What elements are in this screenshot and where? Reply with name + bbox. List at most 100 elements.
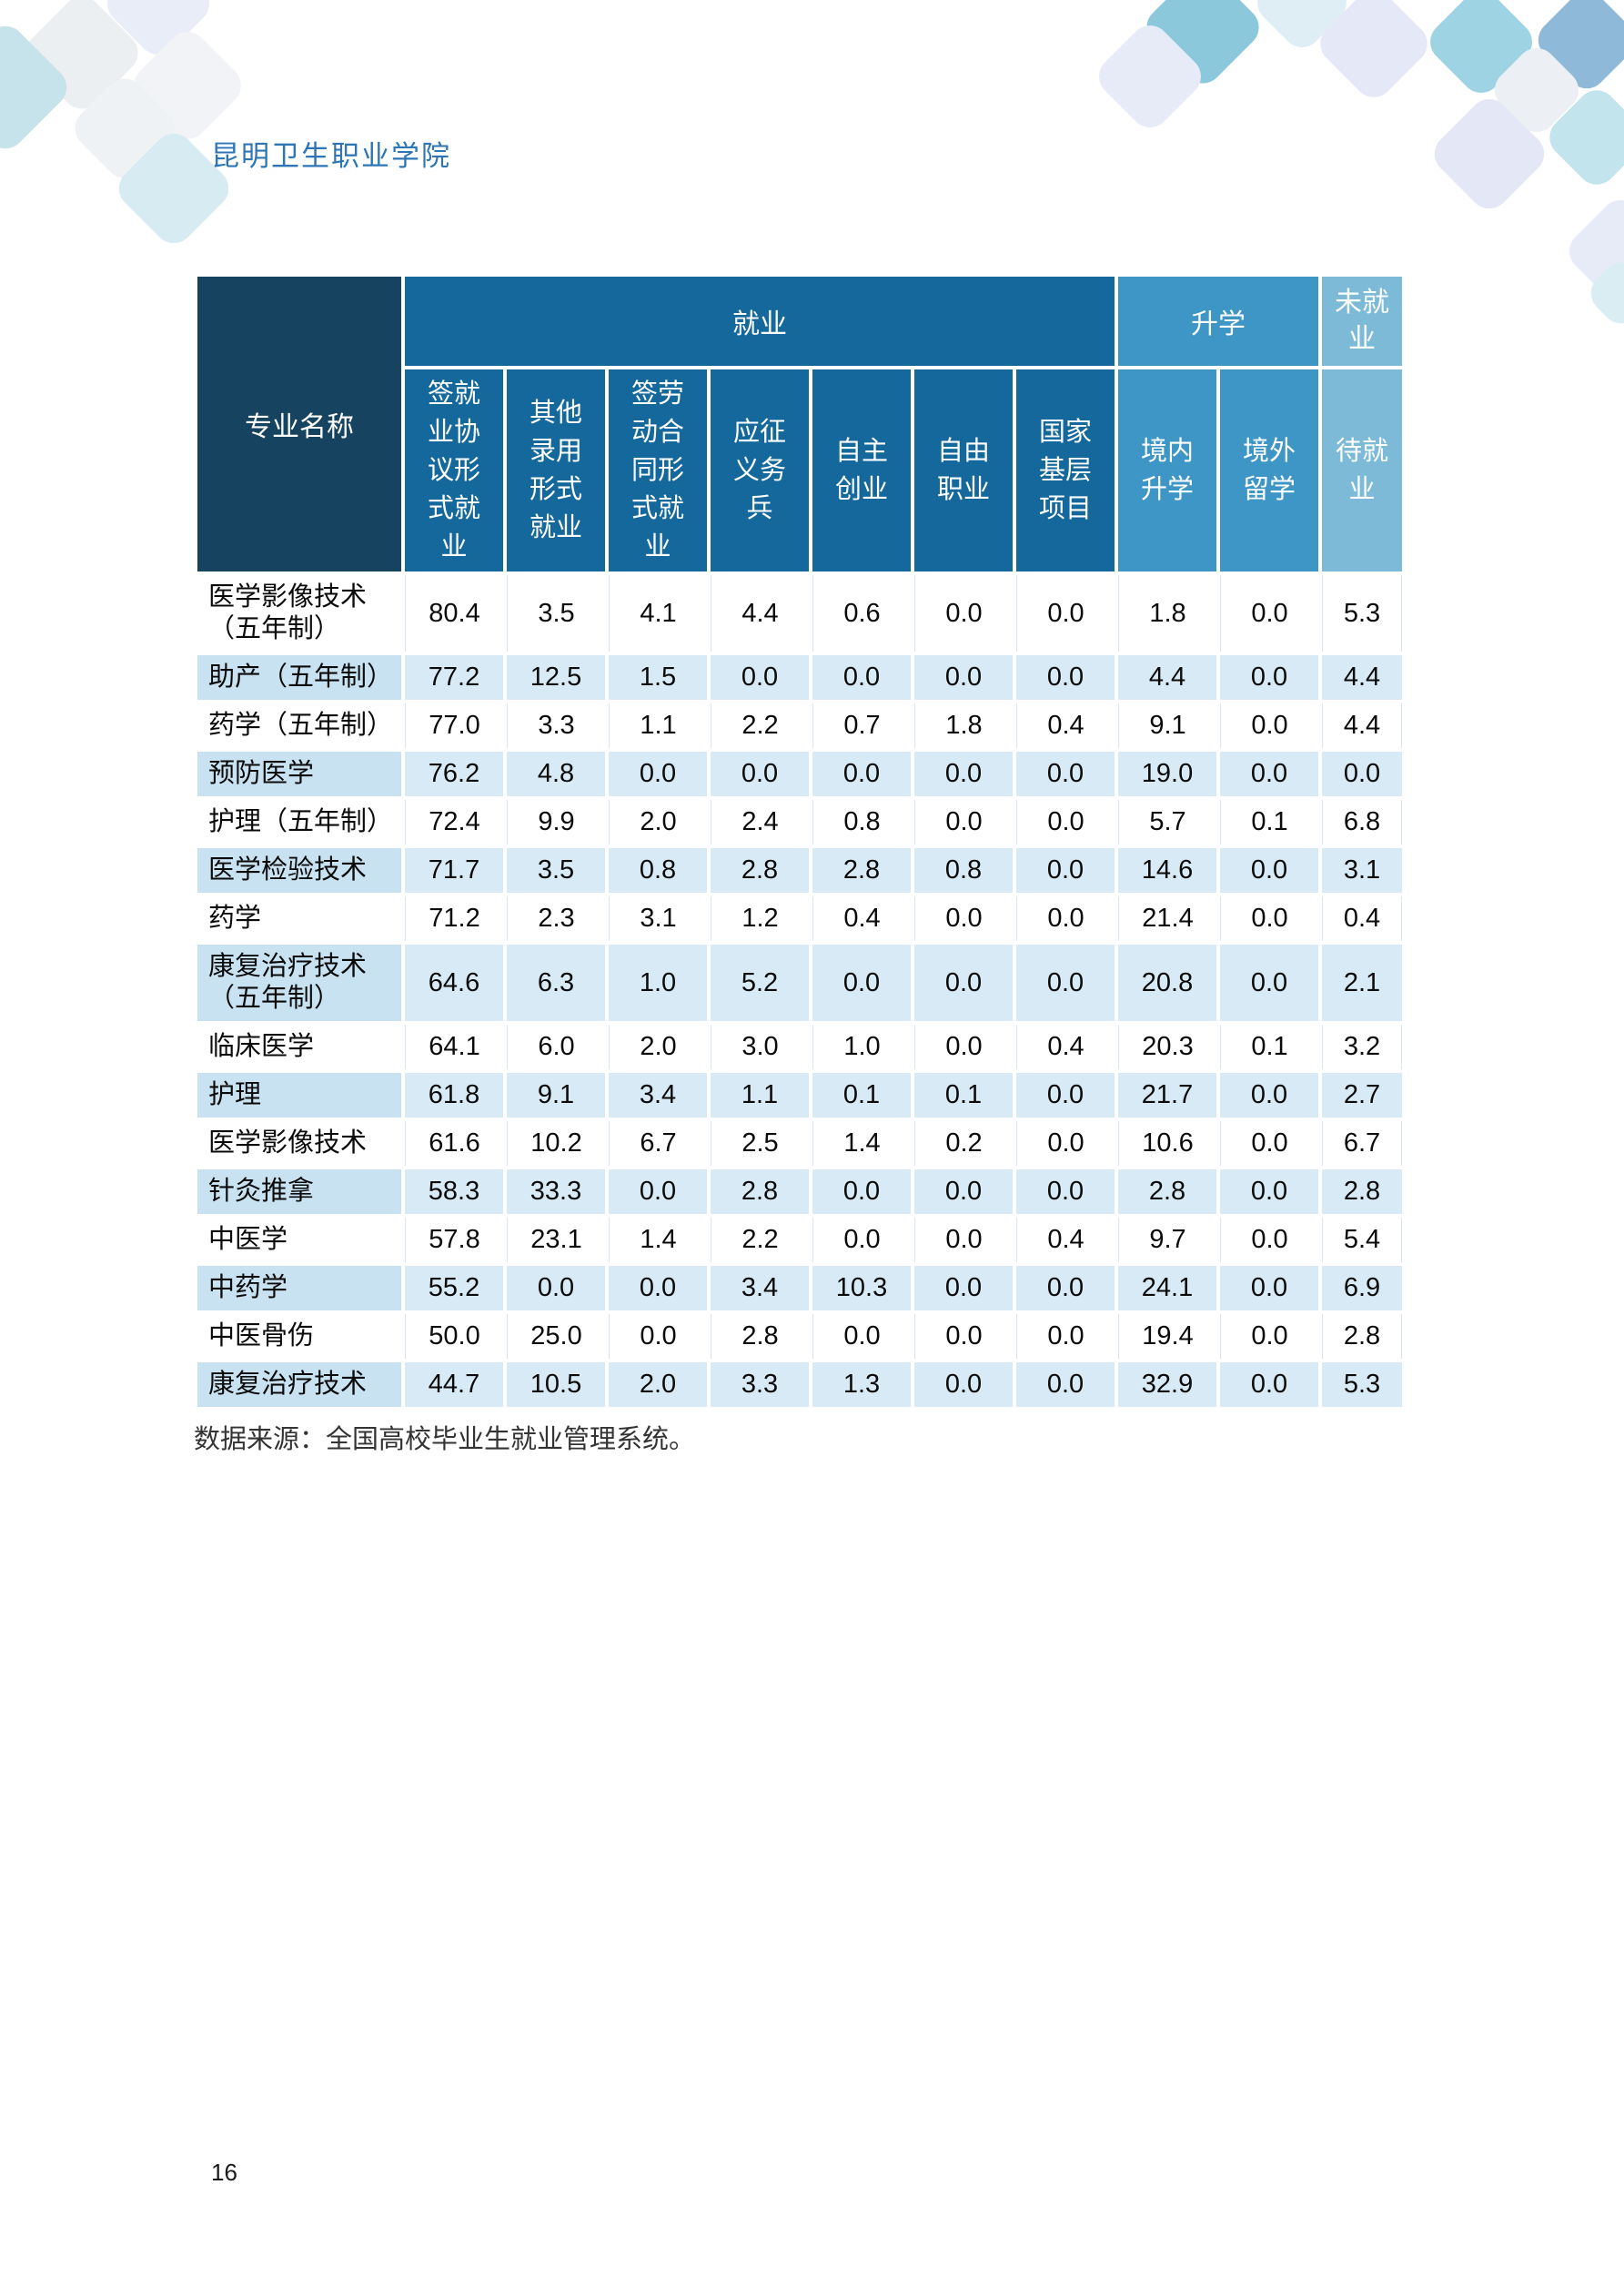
value-cell: 0.4 [1016, 1218, 1115, 1262]
group-header-further-study: 升学 [1118, 277, 1319, 366]
value-cell: 4.4 [711, 575, 809, 652]
value-cell: 0.4 [1016, 1025, 1115, 1069]
value-cell: 0.0 [1220, 752, 1319, 796]
value-cell: 3.3 [711, 1362, 809, 1407]
table-row: 中医骨伤 50.0 25.0 0.0 2.8 0.0 0.0 0.0 19.4 0.0 2.8 [197, 1314, 1403, 1359]
value-cell: 9.9 [507, 800, 605, 845]
value-cell: 1.5 [609, 655, 707, 700]
value-cell: 0.7 [812, 703, 911, 748]
value-cell: 24.1 [1118, 1266, 1217, 1310]
data-source-note: 数据来源：全国高校毕业生就业管理系统。 [194, 1425, 696, 1454]
value-cell: 0.0 [812, 1169, 911, 1214]
major-name-cell: 助产（五年制） [197, 655, 401, 700]
value-cell: 0.0 [1220, 1314, 1319, 1359]
value-cell: 10.6 [1118, 1121, 1217, 1166]
column-header-major: 专业名称 [197, 277, 401, 571]
value-cell: 72.4 [405, 800, 503, 845]
value-cell: 1.8 [914, 703, 1013, 748]
major-name-cell: 医学检验技术 [197, 848, 401, 893]
table-row: 针灸推拿 58.3 33.3 0.0 2.8 0.0 0.0 0.0 2.8 0.0 2.8 [197, 1169, 1403, 1214]
column-header-freelance: 自由职业 [914, 369, 1013, 571]
value-cell: 2.8 [711, 1314, 809, 1359]
value-cell: 2.8 [1118, 1169, 1217, 1214]
value-cell: 0.0 [1220, 655, 1319, 700]
value-cell: 0.0 [1220, 896, 1319, 941]
value-cell: 4.4 [1322, 655, 1403, 700]
value-cell: 3.1 [1322, 848, 1403, 893]
value-cell: 1.0 [812, 1025, 911, 1069]
value-cell: 2.4 [711, 800, 809, 845]
value-cell: 0.4 [1016, 703, 1115, 748]
column-header-military-service: 应征义务兵 [711, 369, 809, 571]
value-cell: 2.0 [609, 1362, 707, 1407]
value-cell: 0.0 [914, 1362, 1013, 1407]
column-header-awaiting-employment: 待就业 [1322, 369, 1403, 571]
major-name-cell: 医学影像技术 [197, 1121, 401, 1166]
value-cell: 2.8 [1322, 1314, 1403, 1359]
value-cell: 0.0 [1220, 1266, 1319, 1310]
major-name-cell: 预防医学 [197, 752, 401, 796]
value-cell: 6.3 [507, 945, 605, 1021]
value-cell: 61.6 [405, 1121, 503, 1166]
value-cell: 0.0 [1016, 1362, 1115, 1407]
major-name-cell: 护理 [197, 1073, 401, 1118]
value-cell: 9.7 [1118, 1218, 1217, 1262]
value-cell: 0.0 [1016, 800, 1115, 845]
value-cell: 0.0 [1220, 848, 1319, 893]
value-cell: 32.9 [1118, 1362, 1217, 1407]
value-cell: 5.3 [1322, 1362, 1403, 1407]
table-row: 中药学 55.2 0.0 0.0 3.4 10.3 0.0 0.0 24.1 0.0 6.9 [197, 1266, 1403, 1310]
value-cell: 64.1 [405, 1025, 503, 1069]
table-row: 助产（五年制） 77.2 12.5 1.5 0.0 0.0 0.0 0.0 4.4 0.0 4.4 [197, 655, 1403, 700]
table-section: 专业名称 就业 升学 未就业 签就业协议形式就业 其他录用形式就业 签劳动合同形… [194, 273, 1413, 1456]
value-cell: 0.0 [914, 1314, 1013, 1359]
value-cell: 3.5 [507, 575, 605, 652]
value-cell: 0.0 [812, 1314, 911, 1359]
value-cell: 3.1 [609, 896, 707, 941]
table-row: 临床医学 64.1 6.0 2.0 3.0 1.0 0.0 0.4 20.3 0.1 3.2 [197, 1025, 1403, 1069]
value-cell: 25.0 [507, 1314, 605, 1359]
value-cell: 0.0 [812, 655, 911, 700]
value-cell: 10.5 [507, 1362, 605, 1407]
value-cell: 0.0 [914, 1266, 1013, 1310]
value-cell: 0.0 [1220, 1121, 1319, 1166]
column-header-contract-employment: 签就业协议形式就业 [405, 369, 503, 571]
table-row: 预防医学 76.2 4.8 0.0 0.0 0.0 0.0 0.0 19.0 0.0 0.0 [197, 752, 1403, 796]
value-cell: 0.0 [609, 1169, 707, 1214]
value-cell: 61.8 [405, 1073, 503, 1118]
value-cell: 71.7 [405, 848, 503, 893]
value-cell: 0.0 [812, 1218, 911, 1262]
value-cell: 0.0 [507, 1266, 605, 1310]
value-cell: 0.8 [812, 800, 911, 845]
table-row: 康复治疗技术 44.7 10.5 2.0 3.3 1.3 0.0 0.0 32.9 0.0 5.3 [197, 1362, 1403, 1407]
value-cell: 9.1 [1118, 703, 1217, 748]
value-cell: 2.8 [812, 848, 911, 893]
value-cell: 0.0 [914, 896, 1013, 941]
value-cell: 0.0 [1220, 1218, 1319, 1262]
value-cell: 2.3 [507, 896, 605, 941]
value-cell: 0.0 [1220, 1073, 1319, 1118]
value-cell: 2.5 [711, 1121, 809, 1166]
value-cell: 77.2 [405, 655, 503, 700]
value-cell: 44.7 [405, 1362, 503, 1407]
major-name-cell: 中医学 [197, 1218, 401, 1262]
value-cell: 0.0 [914, 1025, 1013, 1069]
school-name: 昆明卫生职业学院 [211, 140, 451, 172]
value-cell: 0.1 [914, 1073, 1013, 1118]
value-cell: 0.8 [609, 848, 707, 893]
value-cell: 3.2 [1322, 1025, 1403, 1069]
value-cell: 6.8 [1322, 800, 1403, 845]
value-cell: 4.8 [507, 752, 605, 796]
value-cell: 77.0 [405, 703, 503, 748]
value-cell: 1.4 [609, 1218, 707, 1262]
group-header-employment: 就业 [405, 277, 1115, 366]
value-cell: 0.0 [914, 655, 1013, 700]
value-cell: 4.4 [1118, 655, 1217, 700]
value-cell: 21.4 [1118, 896, 1217, 941]
value-cell: 1.4 [812, 1121, 911, 1166]
value-cell: 2.8 [1322, 1169, 1403, 1214]
major-name-cell: 中医骨伤 [197, 1314, 401, 1359]
value-cell: 1.8 [1118, 575, 1217, 652]
value-cell: 0.0 [1220, 575, 1319, 652]
